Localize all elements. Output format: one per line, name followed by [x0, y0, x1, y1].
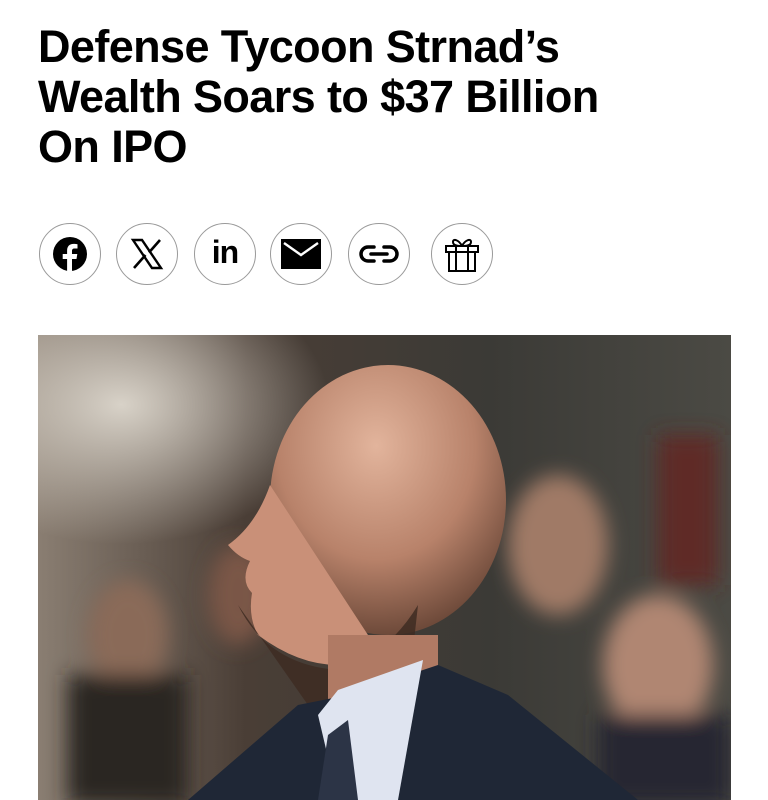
- share-bar: in: [0, 223, 768, 287]
- copy-link-button[interactable]: [348, 223, 410, 285]
- linkedin-icon: in: [211, 233, 239, 270]
- article-headline: Defense Tycoon Strnad’s Wealth Soars to …: [38, 22, 599, 172]
- article-photo: [38, 335, 731, 800]
- photo-image: [38, 335, 731, 800]
- share-email-button[interactable]: [270, 223, 332, 285]
- share-x-button[interactable]: [116, 223, 178, 285]
- mail-icon: [281, 239, 321, 269]
- headline-line: On IPO: [38, 121, 188, 172]
- headline-line: Wealth Soars to $37 Billion: [38, 71, 599, 122]
- link-icon: [359, 245, 399, 263]
- gift-article-button[interactable]: [431, 223, 493, 285]
- gift-icon: [445, 238, 479, 272]
- facebook-icon: [53, 237, 87, 272]
- share-facebook-button[interactable]: [39, 223, 101, 285]
- headline-line: Defense Tycoon Strnad’s: [38, 21, 560, 72]
- share-linkedin-button[interactable]: in: [194, 223, 256, 285]
- x-icon: [130, 238, 164, 270]
